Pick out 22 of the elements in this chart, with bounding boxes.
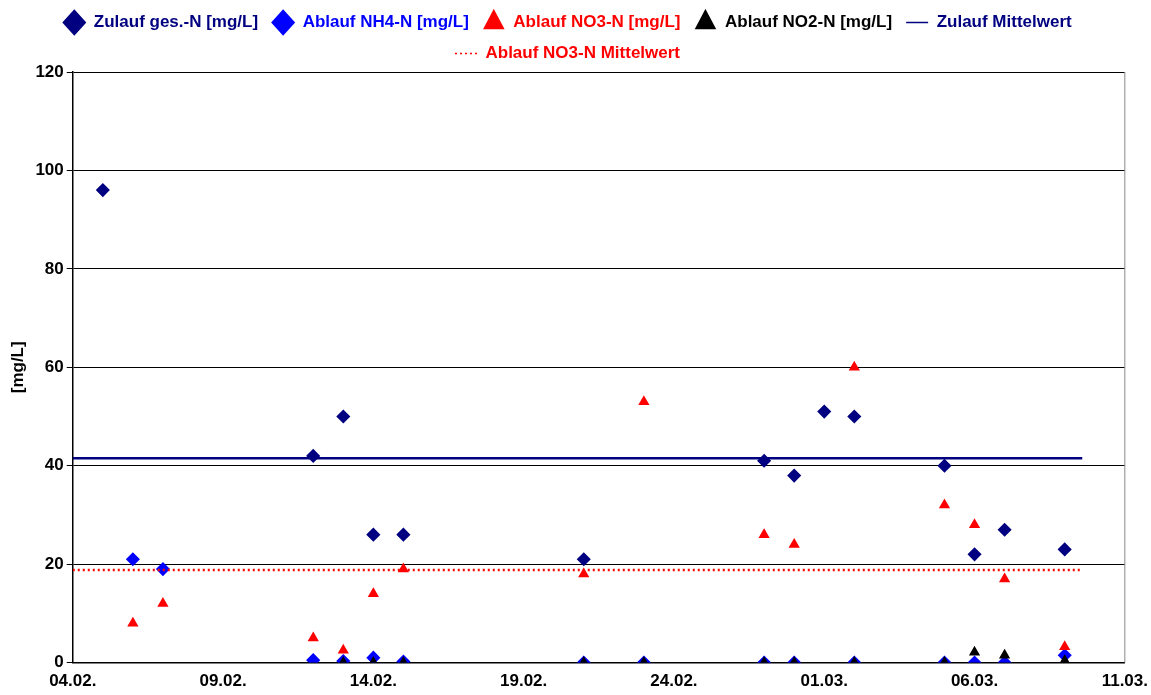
legend-label: Ablauf NO2-N [mg/L] [724,12,893,32]
x-tick-label: 11.03. [1101,671,1148,691]
legend-label: Ablauf NH4-N [mg/L] [302,12,469,32]
y-tick-label: 40 [44,455,64,475]
legend-label: Ablauf NO3-N Mittelwert [485,43,681,63]
y-tick-label: 0 [54,652,64,672]
x-tick-label: 06.03. [950,671,999,691]
legend-label: Zulauf ges.-N [mg/L] [93,12,259,32]
y-tick-label: 100 [35,160,64,180]
x-tick-label: 04.02. [49,671,97,691]
x-tick-label: 09.02. [199,671,247,691]
x-tick-label: 01.03. [800,671,848,691]
x-tick-label: 14.02. [349,671,397,691]
y-tick-label: 60 [44,356,64,376]
y-tick-label: 80 [44,258,64,278]
x-tick-label: 19.02. [500,671,548,691]
y-axis-title: [mg/L] [7,341,27,394]
legend-label: Zulauf Mittelwert [936,12,1073,32]
legend-label: Ablauf NO3-N [mg/L] [513,12,681,32]
x-tick-label: 24.02. [650,671,698,691]
y-tick-label: 20 [44,553,64,573]
y-tick-label: 120 [35,61,64,81]
